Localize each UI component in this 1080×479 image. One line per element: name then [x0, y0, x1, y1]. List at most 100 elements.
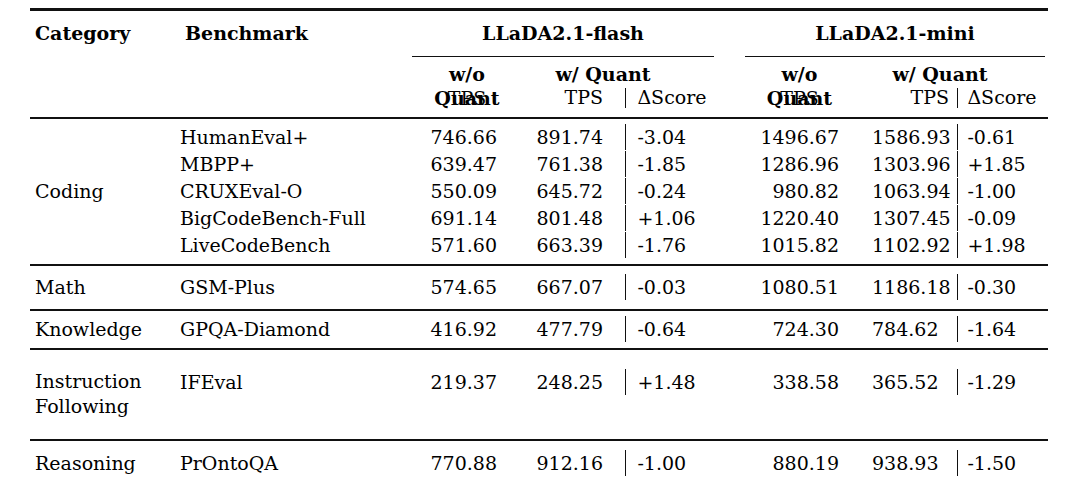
header-empty-cell — [30, 62, 180, 110]
category-cell: Instruction Following — [30, 369, 180, 419]
mini-w-quant-tps: 784.62 — [872, 320, 957, 339]
mini-w-quant-cell: 1303.96 +1.85 — [847, 151, 1033, 177]
group-rows: IFEval 219.37 248.25 +1.48 338.58 365.52… — [180, 369, 1048, 419]
mini-w-quant-header: w/ Quant TPS ΔScore — [847, 62, 1033, 110]
flash-wo-quant-tps-cell: 571.60 — [422, 236, 512, 255]
flash-wo-quant-tps-cell: 574.65 — [422, 278, 512, 297]
group-rows: HumanEval+ 746.66 891.74 -3.04 1496.67 1… — [180, 124, 1048, 259]
column-divider-bar — [957, 151, 958, 177]
mini-wo-quant-tps-cell: 1015.82 — [752, 236, 847, 255]
flash-w-quant-cell: 912.16 -1.00 — [512, 450, 694, 476]
flash-delta-score: -3.04 — [637, 128, 686, 147]
flash-delta-score: -0.03 — [637, 278, 686, 297]
column-divider-bar — [957, 205, 958, 231]
benchmark-cell: LiveCodeBench — [180, 236, 422, 255]
table-row: HumanEval+ 746.66 891.74 -3.04 1496.67 1… — [180, 124, 1048, 151]
header-empty-cell — [180, 62, 422, 110]
column-divider-bar — [957, 232, 958, 258]
column-divider-bar — [625, 151, 626, 177]
benchmark-cell: PrOntoQA — [180, 454, 422, 473]
mini-w-quant-cell: 938.93 -1.50 — [847, 450, 1033, 476]
table-row: IFEval 219.37 248.25 +1.48 338.58 365.52… — [180, 369, 1048, 396]
table-row: LiveCodeBench 571.60 663.39 -1.76 1015.8… — [180, 232, 1048, 259]
flash-wo-quant-header: w/o Quant TPS — [422, 62, 512, 110]
header-spacer — [694, 11, 752, 57]
table-header-row-2: w/o Quant TPS w/ Quant TPS ΔScore w/o Qu… — [30, 57, 1048, 117]
flash-w-quant-tps: 248.25 — [527, 373, 603, 392]
mini-w-quant-cell: 1307.45 -0.09 — [847, 205, 1033, 231]
flash-w-quant-tps: 761.38 — [527, 155, 603, 174]
w-quant-label: w/ Quant — [847, 62, 1033, 86]
column-divider-bar — [957, 316, 958, 342]
flash-w-quant-tps: 645.72 — [527, 182, 603, 201]
flash-delta-score: -1.00 — [637, 454, 686, 473]
group-rows: GSM-Plus 574.65 667.07 -0.03 1080.51 118… — [180, 274, 1048, 301]
table-group-math: Math GSM-Plus 574.65 667.07 -0.03 1080.5… — [30, 266, 1048, 309]
mini-wo-quant-tps-cell: 724.30 — [752, 320, 847, 339]
tps-label: TPS — [872, 88, 957, 107]
flash-w-quant-cell: 645.72 -0.24 — [512, 178, 694, 204]
mini-wo-quant-tps-cell: 880.19 — [752, 454, 847, 473]
flash-w-quant-cell: 477.79 -0.64 — [512, 316, 694, 342]
flash-delta-score: +1.06 — [637, 209, 695, 228]
mini-wo-quant-tps-cell: 338.58 — [752, 373, 847, 392]
mini-delta-score: -1.29 — [967, 373, 1016, 392]
header-spacer — [1033, 11, 1048, 57]
table-row: GSM-Plus 574.65 667.07 -0.03 1080.51 118… — [180, 274, 1048, 301]
mini-w-quant-cell: 1063.94 -1.00 — [847, 178, 1033, 204]
mini-delta-score: -1.50 — [967, 454, 1016, 473]
mini-w-quant-tps: 1102.92 — [872, 236, 957, 255]
flash-delta-score: -1.76 — [637, 236, 686, 255]
wo-quant-label: w/o Quant — [422, 62, 512, 86]
mini-wo-quant-tps-cell: 1080.51 — [752, 278, 847, 297]
flash-w-quant-cell: 891.74 -3.04 — [512, 124, 694, 150]
flash-wo-quant-tps-cell: 219.37 — [422, 373, 512, 392]
model-group-header-flash: LLaDA2.1-flash — [412, 11, 714, 57]
group-rows: PrOntoQA 770.88 912.16 -1.00 880.19 938.… — [180, 450, 1048, 477]
mini-w-quant-tps: 1063.94 — [872, 182, 957, 201]
flash-w-quant-cell: 761.38 -1.85 — [512, 151, 694, 177]
benchmark-cell: CRUXEval-O — [180, 182, 422, 201]
benchmark-cell: HumanEval+ — [180, 128, 422, 147]
flash-w-quant-tps: 912.16 — [527, 454, 603, 473]
mini-w-quant-cell: 784.62 -1.64 — [847, 316, 1033, 342]
flash-w-quant-cell: 663.39 -1.76 — [512, 232, 694, 258]
benchmark-cell: GPQA-Diamond — [180, 320, 422, 339]
mini-wo-quant-tps-cell: 980.82 — [752, 182, 847, 201]
category-cell: Reasoning — [30, 450, 180, 477]
mini-wo-quant-tps-cell: 1496.67 — [752, 128, 847, 147]
benchmark-cell: IFEval — [180, 373, 422, 392]
benchmark-cell: GSM-Plus — [180, 278, 422, 297]
column-divider-bar — [625, 205, 626, 231]
column-divider-bar — [625, 369, 626, 395]
benchmark-results-table: Category Benchmark LLaDA2.1-flash LLaDA2… — [30, 8, 1048, 479]
column-divider-bar — [625, 124, 626, 150]
mini-delta-score: +1.85 — [967, 155, 1025, 174]
flash-w-quant-tps: 801.48 — [527, 209, 603, 228]
flash-w-quant-cell: 801.48 +1.06 — [512, 205, 694, 231]
flash-wo-quant-tps-cell: 746.66 — [422, 128, 512, 147]
category-column-header: Category — [30, 11, 180, 57]
flash-w-quant-tps: 667.07 — [527, 278, 603, 297]
benchmark-cell: BigCodeBench-Full — [180, 209, 422, 228]
column-divider-bar — [625, 450, 626, 476]
flash-tps-delta-header: TPS ΔScore — [512, 86, 694, 110]
flash-delta-score: -0.24 — [637, 182, 686, 201]
mini-delta-score: -1.64 — [967, 320, 1016, 339]
column-divider-bar — [625, 232, 626, 258]
mini-wo-quant-header: w/o Quant TPS — [752, 62, 847, 110]
column-divider-bar — [957, 450, 958, 476]
table-header-row-1: Category Benchmark LLaDA2.1-flash LLaDA2… — [30, 11, 1048, 57]
column-divider-bar — [957, 88, 958, 108]
flash-wo-quant-tps-cell: 770.88 — [422, 454, 512, 473]
category-cell: Math — [30, 274, 180, 301]
header-spacer — [694, 62, 752, 110]
table-row: CRUXEval-O 550.09 645.72 -0.24 980.82 10… — [180, 178, 1048, 205]
mini-delta-score: +1.98 — [967, 236, 1025, 255]
flash-w-quant-cell: 248.25 +1.48 — [512, 369, 694, 395]
column-divider-bar — [957, 274, 958, 300]
mini-tps-delta-header: TPS ΔScore — [847, 86, 1033, 110]
column-divider-bar — [957, 178, 958, 204]
mini-wo-quant-tps-cell: 1286.96 — [752, 155, 847, 174]
flash-wo-quant-tps-cell: 691.14 — [422, 209, 512, 228]
